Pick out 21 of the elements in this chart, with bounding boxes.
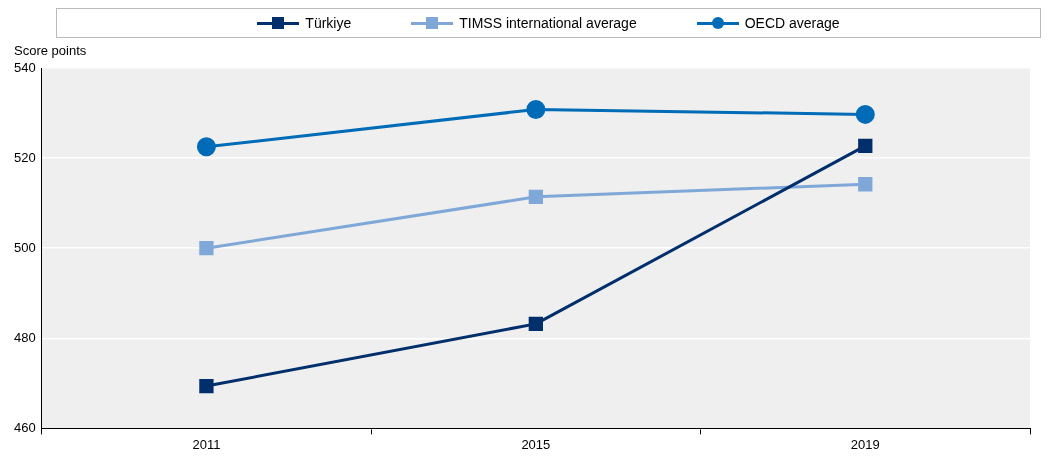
point xyxy=(858,177,873,192)
legend-label: Türkiye xyxy=(305,15,352,31)
point xyxy=(199,241,214,256)
x-tick-label: 2019 xyxy=(850,436,880,452)
y-tick-label: 500 xyxy=(13,239,36,255)
point xyxy=(858,138,873,154)
point xyxy=(199,378,214,394)
point xyxy=(528,316,543,332)
y-tick-label: 460 xyxy=(13,419,36,435)
x-tick-label: 2015 xyxy=(521,436,551,452)
point xyxy=(528,189,543,204)
legend-label: TIMSS international average xyxy=(459,15,637,31)
point xyxy=(196,137,216,157)
y-tick-label: 520 xyxy=(13,149,36,165)
y-axis-title: Score points xyxy=(14,43,87,59)
x-tick-label: 2011 xyxy=(192,436,221,452)
y-tick-label: 480 xyxy=(13,329,36,345)
point xyxy=(855,104,875,124)
legend-label: OECD average xyxy=(744,15,840,31)
y-tick-label: 540 xyxy=(13,59,36,75)
point xyxy=(526,99,546,119)
